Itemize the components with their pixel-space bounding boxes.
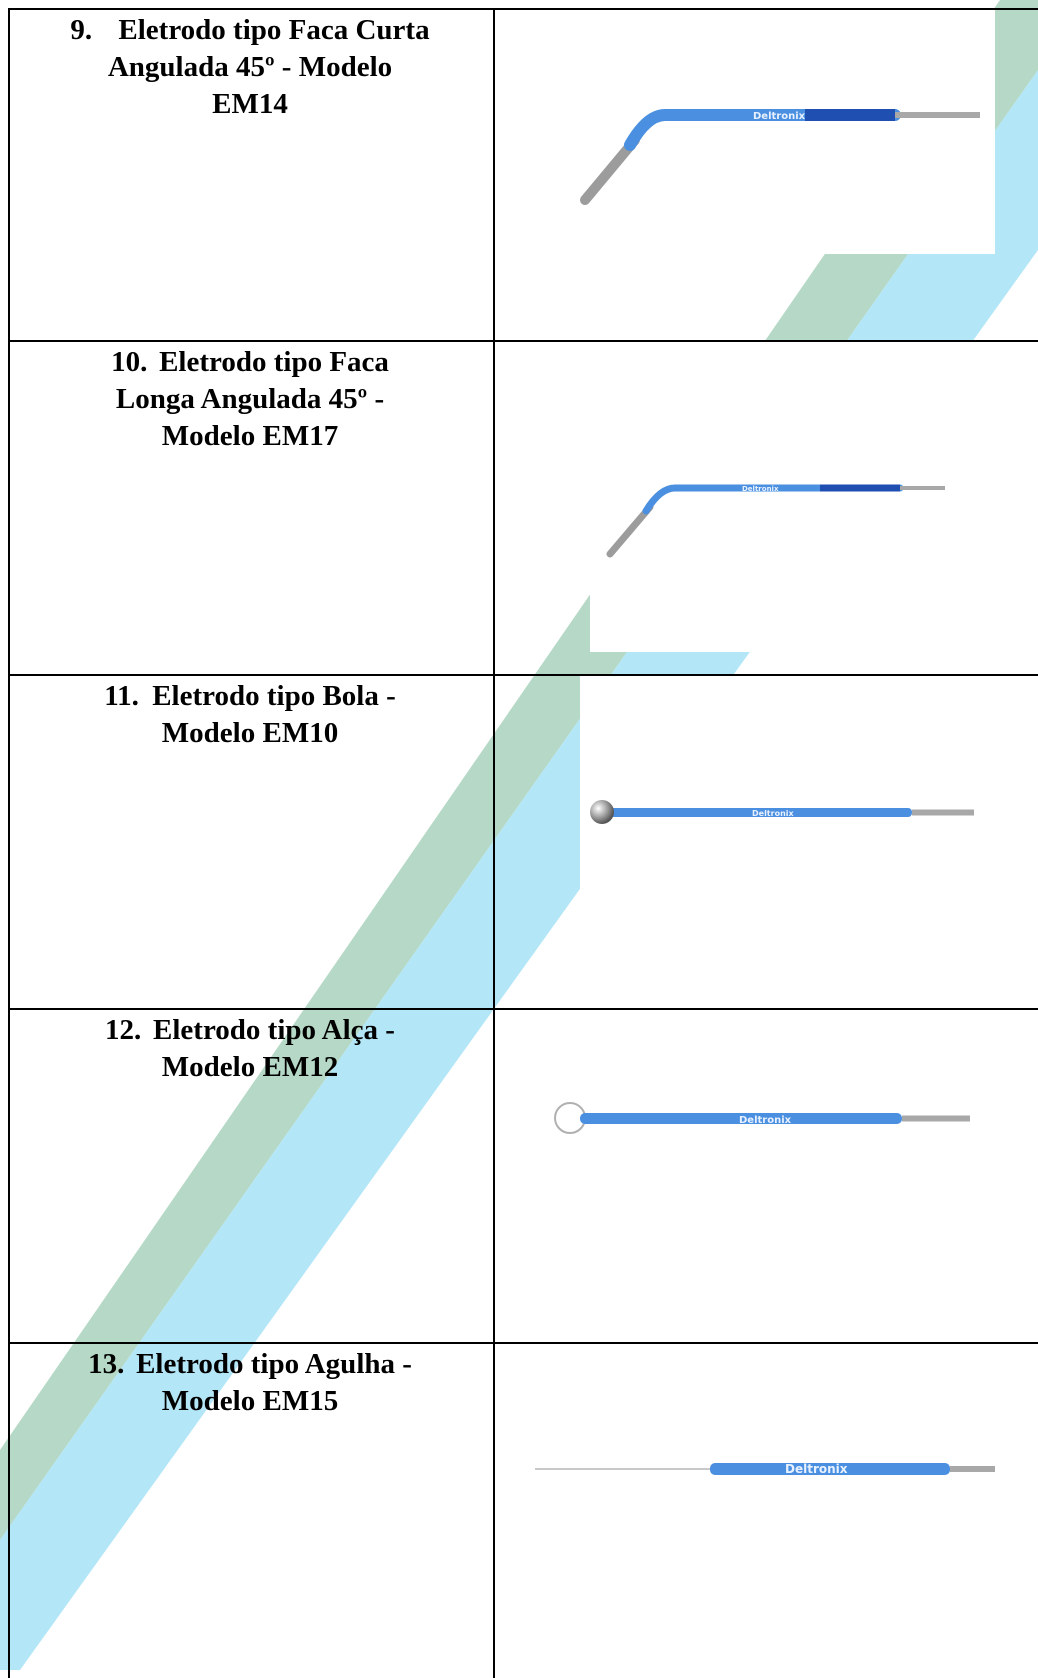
image-cell: Deltronix (495, 1344, 1038, 1678)
item-name: Eletrodo tipo Faca Curta Angulada 45º - … (107, 14, 430, 120)
table-row: 12. Eletrodo tipo Alça - Modelo EM12 Delt… (8, 1010, 1038, 1344)
table-row: 10. Eletrodo tipo Faca Longa Angulada 45º… (8, 342, 1038, 676)
curved-long-blade-icon: Deltronix (606, 484, 945, 558)
electrode-title: 9. Eletrodo tipo Faca Curta Angulada 45º … (70, 12, 430, 123)
needle-tip-icon: Deltronix (535, 1462, 995, 1476)
electrode-title: 12. Eletrodo tipo Alça - Modelo EM12 (70, 1012, 430, 1086)
item-number: 9. (70, 14, 93, 46)
image-cell: Deltronix (495, 676, 1038, 1010)
item-number: 13. (88, 1348, 125, 1380)
ball-tip-icon: Deltronix (590, 800, 974, 824)
item-number: 11. (104, 680, 139, 712)
electrode-title: 11. Eletrodo tipo Bola - Modelo EM10 (70, 678, 430, 752)
item-name: Eletrodo tipo Bola - Modelo EM10 (152, 680, 396, 749)
electrode-photo: Deltronix (555, 10, 995, 254)
item-number: 10. (111, 346, 148, 378)
electrode-title: 13. Eletrodo tipo Agulha - Modelo EM15 (70, 1346, 430, 1420)
brand-label: Deltronix (742, 485, 779, 493)
electrode-photo: Deltronix (495, 1344, 1038, 1678)
image-cell: Deltronix (495, 1010, 1038, 1344)
table-row: 13. Eletrodo tipo Agulha - Modelo EM15 De… (8, 1344, 1038, 1678)
image-cell: Deltronix (495, 8, 1038, 342)
title-cell: 10. Eletrodo tipo Faca Longa Angulada 45º… (8, 342, 495, 676)
electrode-photo: Deltronix (580, 676, 1038, 1008)
title-cell: 13. Eletrodo tipo Agulha - Modelo EM15 (8, 1344, 495, 1678)
title-cell: 9. Eletrodo tipo Faca Curta Angulada 45º … (8, 8, 495, 342)
electrode-photo: Deltronix (590, 342, 1038, 652)
brand-label: Deltronix (752, 809, 795, 818)
brand-label: Deltronix (739, 1115, 792, 1126)
brand-label: Deltronix (785, 1462, 848, 1476)
electrode-photo: Deltronix (495, 1010, 1038, 1342)
item-number: 12. (105, 1014, 142, 1046)
brand-label: Deltronix (753, 111, 806, 122)
electrode-title: 10. Eletrodo tipo Faca Longa Angulada 45º… (70, 344, 430, 455)
title-cell: 11. Eletrodo tipo Bola - Modelo EM10 (8, 676, 495, 1010)
loop-tip-icon: Deltronix (554, 1102, 970, 1134)
item-name: Eletrodo tipo Faca Longa Angulada 45º - … (115, 346, 389, 452)
table-row: 9. Eletrodo tipo Faca Curta Angulada 45º … (8, 8, 1038, 342)
image-cell: Deltronix (495, 342, 1038, 676)
item-name: Eletrodo tipo Agulha - Modelo EM15 (136, 1348, 412, 1417)
curved-short-blade-icon: Deltronix (580, 109, 980, 205)
title-cell: 12. Eletrodo tipo Alça - Modelo EM12 (8, 1010, 495, 1344)
table-row: 11. Eletrodo tipo Bola - Modelo EM10 (8, 676, 1038, 1010)
item-name: Eletrodo tipo Alça - Modelo EM12 (153, 1014, 395, 1083)
